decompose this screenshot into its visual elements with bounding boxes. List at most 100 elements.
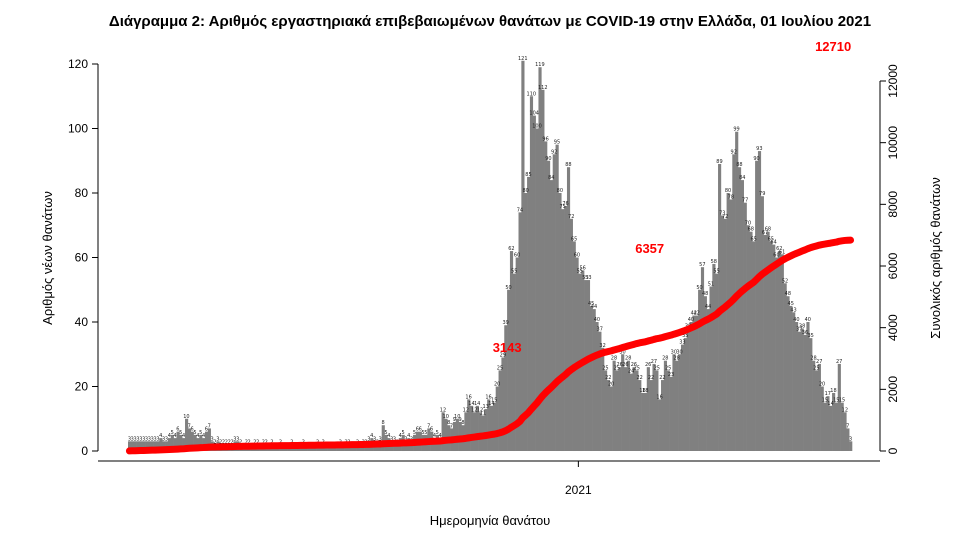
bar (794, 322, 799, 451)
bar (498, 370, 502, 452)
bar (182, 438, 186, 451)
bar-data-label: 9 (458, 417, 461, 423)
bar (167, 438, 172, 451)
bar (612, 360, 616, 451)
bar-data-label: 7 (188, 423, 191, 429)
bar (846, 428, 850, 451)
bar-data-label: 74 (517, 207, 523, 213)
bar (840, 402, 844, 452)
bar-data-label: 27 (651, 359, 657, 365)
bar (689, 322, 693, 451)
bar (133, 441, 137, 451)
bar-data-label: 4 (196, 433, 199, 439)
bar (837, 363, 841, 452)
bar-series (128, 60, 853, 452)
bar (128, 441, 132, 451)
bar-data-label: 72 (568, 214, 574, 220)
bar-data-label: 14 (827, 401, 833, 407)
bar (626, 360, 630, 451)
bar (703, 296, 707, 451)
bar-data-label: 6 (430, 427, 433, 433)
bar (293, 447, 297, 451)
bar (666, 370, 670, 452)
bar-data-label: 53 (582, 275, 588, 281)
bar (475, 405, 479, 451)
bar-data-label: 3 (134, 436, 137, 442)
bar-data-label: 3 (233, 436, 236, 442)
bar (632, 367, 636, 451)
bar (615, 370, 619, 452)
bar-data-label: 24 (628, 369, 634, 375)
bar (575, 257, 579, 451)
bar-data-label: 18 (830, 388, 836, 394)
bar-data-label: 28 (674, 356, 680, 362)
bar-data-label: 45 (588, 301, 594, 307)
bar-data-label: 79 (759, 191, 765, 197)
bar-data-label: 4 (202, 433, 205, 439)
bar-data-label: 25 (614, 365, 620, 371)
bar-data-label: 8 (461, 420, 464, 426)
right-tick-label: 0 (886, 447, 900, 454)
bar (549, 180, 554, 451)
bar-data-label: 18 (639, 388, 645, 394)
bar-data-label: 3 (393, 436, 396, 442)
bar-data-label: 22 (636, 375, 642, 381)
bar (512, 273, 516, 452)
bar-data-label: 12 (440, 407, 446, 413)
bar-data-label: 5 (413, 430, 416, 436)
bar-data-label: 26 (622, 362, 628, 368)
bar-data-label: 61 (779, 249, 785, 255)
bar-data-label: 96 (542, 136, 548, 142)
bar (572, 241, 576, 452)
bar-data-label: 76 (562, 201, 568, 207)
bar-data-label: 88 (736, 162, 742, 168)
bar (313, 447, 317, 451)
bar (686, 328, 690, 451)
bar (792, 312, 796, 451)
bar-data-label: 5 (171, 430, 174, 436)
right-tick-label: 12000 (886, 64, 900, 98)
bar (492, 402, 496, 452)
bar (333, 447, 337, 451)
x-axis-label: Ημερομηνία θανάτου (430, 513, 551, 528)
bar (843, 412, 847, 451)
bar-data-label: 2 (230, 440, 233, 446)
bar-data-label: 40 (594, 317, 600, 323)
bar-data-label: 12 (463, 407, 469, 413)
bar (740, 180, 744, 451)
bar (490, 405, 494, 451)
bar (441, 412, 445, 451)
cumulative-line-series (125, 236, 855, 455)
bar (318, 447, 323, 451)
bar-data-label: 51 (708, 282, 714, 288)
bar-data-label: 4 (439, 433, 442, 439)
bar-data-label: 84 (739, 175, 745, 181)
bar-data-label: 80 (557, 188, 563, 194)
bar (829, 405, 833, 451)
bar (641, 392, 645, 451)
bar (766, 231, 770, 451)
bar-data-label: 4 (399, 433, 402, 439)
bar-data-label: 3 (390, 436, 393, 442)
bar (595, 322, 599, 451)
line-value-label: 3143 (493, 340, 522, 355)
bar-data-label: 3 (142, 436, 145, 442)
bar (755, 160, 759, 451)
bar-data-label: 50 (505, 285, 511, 291)
bar (604, 370, 608, 452)
bar (350, 447, 354, 451)
bar (381, 425, 385, 451)
bar-data-label: 60 (514, 253, 520, 259)
bar-data-label: 4 (159, 433, 162, 439)
bar (803, 334, 807, 451)
bar-data-label: 25 (665, 365, 671, 371)
bar-data-label: 15 (833, 398, 839, 404)
bar (698, 289, 702, 451)
bar (150, 441, 154, 451)
bar (487, 399, 491, 451)
y2-axis-label: Συνολικός αριθμός θανάτων (928, 177, 943, 338)
bar-data-label: 44 (591, 304, 597, 310)
bar (410, 441, 414, 451)
bar (395, 444, 400, 451)
bar-data-label: 57 (699, 262, 705, 268)
